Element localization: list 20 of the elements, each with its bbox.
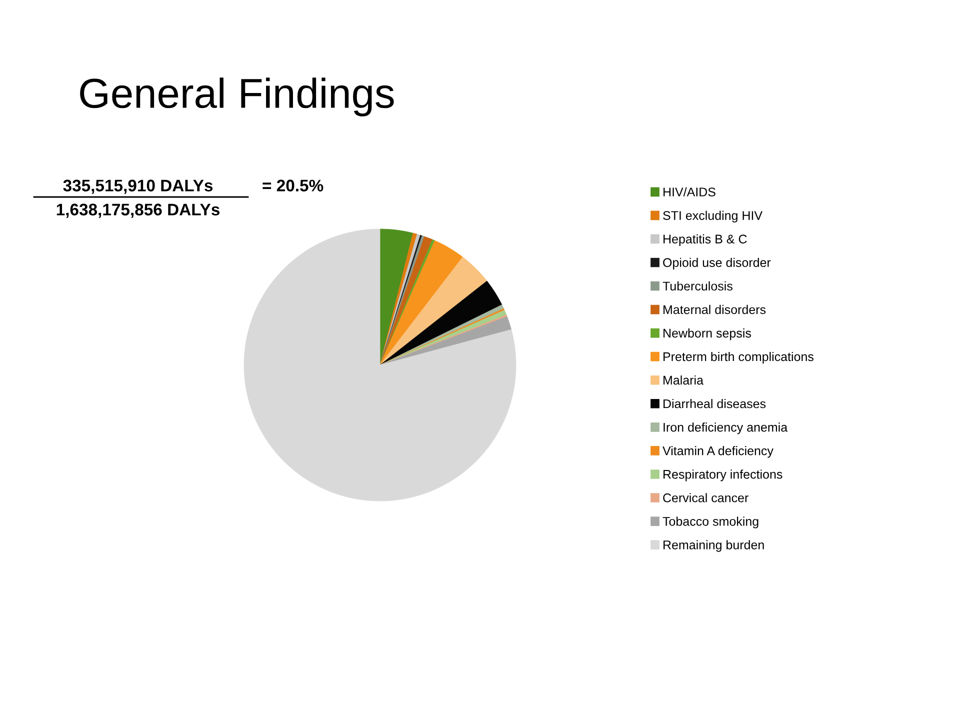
legend-label: Hepatitis B & C [664,234,747,246]
text: 1,638,175,856 DALYs [56,204,220,218]
legend-label: Iron deficiency anemia [664,422,788,434]
legend-label: Respiratory infections [664,470,782,482]
legend-label: Preterm birth complications [664,352,814,364]
legend-label: Maternal disorders [664,304,766,314]
legend-label: Newborn sepsis [664,328,751,340]
legend-label: Remaining burden [664,540,764,552]
legend-label: STI excluding HIV [663,210,762,222]
text: = 20.5% [262,180,324,192]
chart-title: General Findings [80,78,394,116]
legend-label: Opioid use disorder [663,258,771,270]
legend-label: Tobacco smoking [662,516,758,528]
legend-label: Cervical cancer [663,493,748,502]
legend-label: Tuberculosis [662,281,732,291]
legend-label: HIV/AIDS [664,187,716,196]
legend-label: Malaria [664,375,704,385]
legend-label: Vitamin A deficiency [662,446,774,458]
legend-label: Diarrheal diseases [664,398,766,408]
text: 335,515,910 DALYs [63,180,213,194]
